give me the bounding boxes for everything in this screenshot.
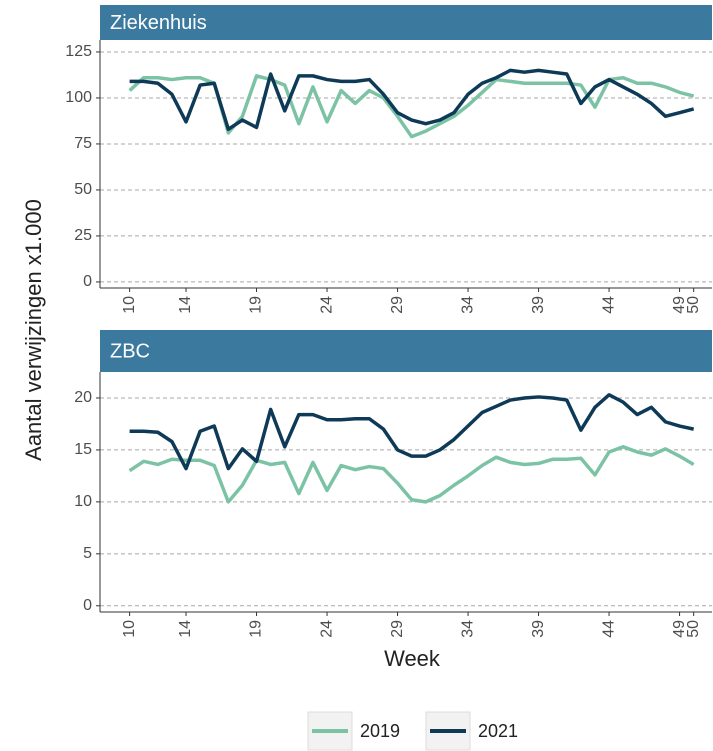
x-tick-label: 29 bbox=[389, 296, 406, 314]
series-line bbox=[129, 393, 695, 471]
x-tick-label: 19 bbox=[248, 620, 265, 638]
strip bbox=[100, 5, 712, 40]
strip-title: Ziekenhuis bbox=[110, 12, 207, 34]
strip bbox=[100, 330, 712, 372]
y-tick-label: 0 bbox=[83, 273, 92, 290]
x-tick-label: 14 bbox=[177, 620, 194, 638]
y-axis-title: Aantal verwijzingen x1.000 bbox=[21, 199, 46, 461]
x-tick-label: 10 bbox=[121, 620, 138, 638]
y-tick-label: 25 bbox=[74, 227, 92, 244]
x-tick-label: 14 bbox=[177, 296, 194, 314]
y-tick-label: 75 bbox=[74, 135, 92, 152]
x-tick-label: 34 bbox=[459, 620, 476, 638]
series-line bbox=[129, 68, 695, 131]
x-tick-label: 50 bbox=[685, 296, 702, 314]
y-tick-label: 100 bbox=[65, 89, 92, 106]
series-line bbox=[128, 445, 695, 504]
y-tick-label: 125 bbox=[65, 43, 92, 60]
x-tick-label: 29 bbox=[389, 620, 406, 638]
x-tick-label: 39 bbox=[530, 296, 547, 314]
y-tick-label: 10 bbox=[74, 493, 92, 510]
strip-title: ZBC bbox=[110, 340, 150, 362]
x-tick-label: 49 bbox=[671, 296, 688, 314]
legend-label: 2019 bbox=[360, 721, 400, 741]
y-tick-label: 20 bbox=[74, 389, 92, 406]
y-tick-label: 50 bbox=[74, 181, 92, 198]
x-tick-label: 24 bbox=[318, 620, 335, 638]
x-tick-label: 34 bbox=[459, 296, 476, 314]
y-tick-label: 0 bbox=[83, 597, 92, 614]
x-tick-label: 44 bbox=[600, 620, 617, 638]
x-tick-label: 49 bbox=[671, 620, 688, 638]
x-tick-label: 24 bbox=[318, 296, 335, 314]
x-tick-label: 44 bbox=[600, 296, 617, 314]
x-axis-title: Week bbox=[384, 646, 441, 671]
y-tick-label: 5 bbox=[83, 545, 92, 562]
x-tick-label: 50 bbox=[685, 620, 702, 638]
x-tick-label: 10 bbox=[121, 296, 138, 314]
legend-label: 2021 bbox=[478, 721, 518, 741]
x-tick-label: 39 bbox=[530, 620, 547, 638]
y-tick-label: 15 bbox=[74, 441, 92, 458]
x-tick-label: 19 bbox=[248, 296, 265, 314]
